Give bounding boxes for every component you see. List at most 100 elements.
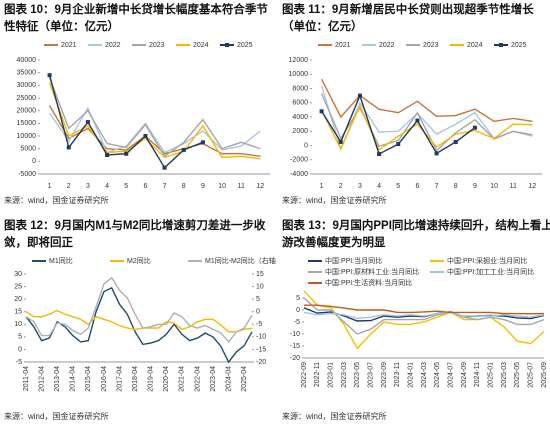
y-tick-label: 5 xyxy=(296,295,300,302)
y-tick-label: 25 xyxy=(14,283,22,290)
y-tick-label: -5 xyxy=(294,319,300,326)
series-line xyxy=(303,311,545,320)
y-tick-label: -2000 xyxy=(290,157,308,164)
x-tick-label: 10 xyxy=(490,183,498,190)
y-tick-label: -10 xyxy=(290,331,300,338)
series-line xyxy=(25,276,253,344)
x-tick-label: 1 xyxy=(48,183,52,190)
y2-tick-label: 0 xyxy=(256,309,260,316)
x-tick-label: 2011-04 xyxy=(23,366,30,391)
legend-label: 2023 xyxy=(423,42,439,49)
x-tick-label: 2025-03 xyxy=(501,362,508,388)
panel: 图表 11：9月新增居民中长贷则出现超季节性增长（单位：亿元） -4000 -20… xyxy=(282,2,550,212)
x-tick-label: 2024-11 xyxy=(474,362,481,387)
x-tick-label: 2 xyxy=(339,183,343,190)
x-tick-label: 11 xyxy=(510,183,517,190)
chart-title: 图表 11：9月新增居民中长贷则出现超季节性增长（单位：亿元） xyxy=(282,4,534,33)
marker xyxy=(338,139,343,144)
y-tick-label: -5000 xyxy=(18,171,36,178)
panel: 图表 13：9月国内PPI同比增速持续回升，结构上看上游改善幅度更为明显 -20… xyxy=(282,218,550,426)
y2-tick-label: -10 xyxy=(256,334,266,341)
x-tick-label: 2025-07 xyxy=(528,362,535,388)
legend-label: 中国:PPI:采掘业:当月同比 xyxy=(447,256,527,265)
series-line xyxy=(25,286,253,364)
x-tick-label: 2025-01 xyxy=(488,362,495,388)
x-tick-label: 8 xyxy=(454,183,458,190)
x-tick-label: 2025-09 xyxy=(541,362,548,388)
y2-tick-label: 10 xyxy=(256,283,264,290)
x-tick-label: 2024-07 xyxy=(448,362,455,388)
y-tick-label: 0 xyxy=(18,346,22,353)
x-tick-label: 10 xyxy=(218,183,226,190)
chart-title: 图表 13：9月国内PPI同比增速持续回升，结构上看上游改善幅度更为明显 xyxy=(282,220,550,249)
series-line xyxy=(303,297,545,335)
legend-marker xyxy=(225,43,229,47)
source: 来源：wind，国金证券研究所 xyxy=(282,196,387,205)
x-tick-label: 7 xyxy=(435,183,439,190)
y-tick-label: 35000 xyxy=(17,70,37,77)
x-tick-label: 2019-04 xyxy=(148,366,155,392)
marker xyxy=(105,153,110,157)
y-tick-label: 15 xyxy=(14,309,22,316)
x-tick-label: 2024-05 xyxy=(434,362,441,388)
x-tick-label: 2023-05 xyxy=(354,362,361,388)
y-tick-label: 12000 xyxy=(289,57,309,64)
x-tick-label: 2020-04 xyxy=(163,366,170,392)
legend-label: 2023 xyxy=(149,42,165,49)
x-tick-label: 2022-11 xyxy=(314,362,321,387)
x-tick-label: 9 xyxy=(201,183,205,190)
x-tick-label: 2022-09 xyxy=(301,362,308,388)
y-tick-label: 5000 xyxy=(20,146,36,153)
x-tick-label: 2016-04 xyxy=(101,366,108,392)
legend-label: 2021 xyxy=(335,42,351,49)
y-tick-label: 5 xyxy=(18,334,22,341)
x-tick-label: 5 xyxy=(396,183,400,190)
y2-tick-label: 15 xyxy=(256,271,264,278)
y-tick-label: 10000 xyxy=(17,133,37,140)
series-line xyxy=(320,103,533,151)
y-tick-label: 40000 xyxy=(17,57,37,64)
legend-label: 2021 xyxy=(61,42,77,49)
marker xyxy=(434,151,439,156)
x-tick-label: 2023-09 xyxy=(381,362,388,388)
x-tick-label: 12 xyxy=(257,183,265,190)
x-tick-label: 2014-04 xyxy=(70,366,77,392)
x-tick-label: 2 xyxy=(67,183,71,190)
series-line xyxy=(25,309,253,333)
y-tick-label: 0 xyxy=(32,158,36,165)
x-tick-label: 12 xyxy=(529,183,537,190)
legend-label: M1同比-M2同比（右轴） xyxy=(205,256,276,265)
legend-label: 2025 xyxy=(237,42,253,49)
marker xyxy=(66,145,71,150)
x-tick-label: 2023-11 xyxy=(394,362,401,387)
legend-marker xyxy=(499,43,503,47)
y2-tick-label: -20 xyxy=(256,359,266,366)
x-tick-label: 2013-04 xyxy=(54,366,61,392)
y-tick-label: 2000 xyxy=(292,128,308,135)
x-tick-label: 3 xyxy=(86,183,90,190)
x-tick-label: 2025-04 xyxy=(241,366,248,392)
y-tick-label: -4000 xyxy=(290,171,308,178)
y-tick-label: 6000 xyxy=(292,100,308,107)
y-tick-label: 10000 xyxy=(289,71,309,78)
y-tick-label: 10 xyxy=(14,321,22,328)
y-tick-label: 30 xyxy=(14,271,22,278)
series-line xyxy=(48,82,261,160)
y-tick-label: 25000 xyxy=(17,95,37,102)
y-tick-label: 8000 xyxy=(292,85,308,92)
marker xyxy=(162,165,167,170)
series-line xyxy=(320,78,533,123)
x-tick-label: 2015-04 xyxy=(85,366,92,392)
x-tick-label: 5 xyxy=(124,183,128,190)
y-tick-label: 0 xyxy=(296,307,300,314)
x-tick-label: 2023-04 xyxy=(210,366,217,392)
marker xyxy=(143,134,148,138)
legend-label: 中国:PPI:生活资料:当月同比 xyxy=(325,278,412,287)
x-tick-label: 2012-04 xyxy=(38,366,45,392)
legend-label: 中国:PPI:原材料工业:当月同比 xyxy=(325,267,419,276)
y-tick-label: -15 xyxy=(290,343,300,350)
legend-label: 中国:PPI:加工工业:当月同比 xyxy=(447,267,534,276)
x-tick-label: 2024-01 xyxy=(408,362,415,388)
